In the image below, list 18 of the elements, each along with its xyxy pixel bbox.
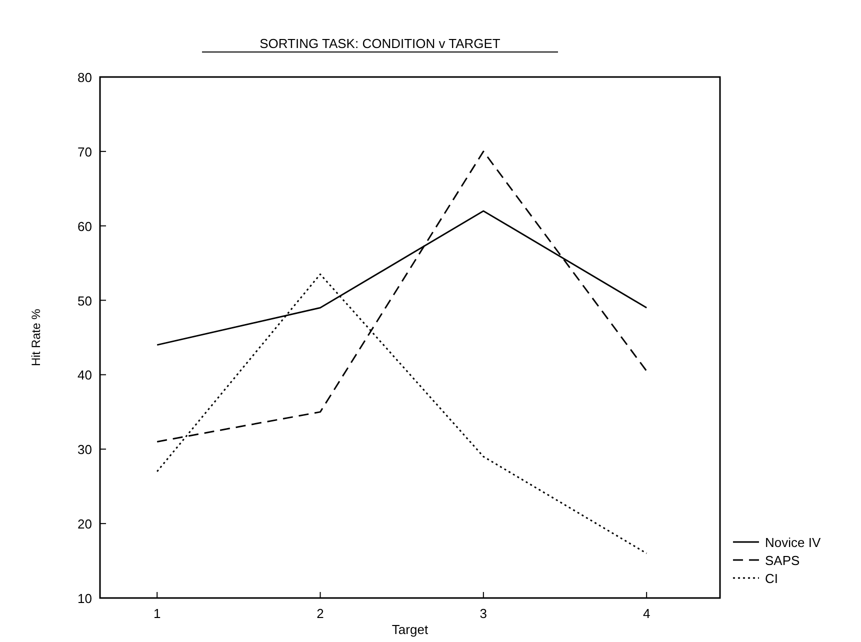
y-tick-label: 10: [78, 591, 92, 606]
y-tick-label: 50: [78, 293, 92, 308]
y-tick-label: 20: [78, 516, 92, 532]
legend-label: Novice IV: [765, 535, 821, 550]
y-tick-label: 40: [78, 368, 92, 383]
legend-label: SAPS: [765, 553, 800, 568]
y-tick-label: 30: [78, 442, 92, 458]
legend-label: CI: [765, 571, 778, 586]
x-tick-label: 2: [316, 606, 324, 621]
y-tick-label: 80: [78, 70, 92, 85]
x-tick-label: 3: [480, 606, 488, 621]
y-tick-label: 60: [78, 218, 92, 234]
chart-title: SORTING TASK: CONDITION v TARGET: [260, 36, 500, 51]
x-tick-label: 4: [642, 606, 650, 621]
y-tick-label: 70: [78, 144, 92, 160]
x-tick-label: 1: [153, 606, 161, 621]
x-axis-title: Target: [392, 622, 428, 637]
y-axis-title: Hit Rate %: [29, 308, 43, 366]
